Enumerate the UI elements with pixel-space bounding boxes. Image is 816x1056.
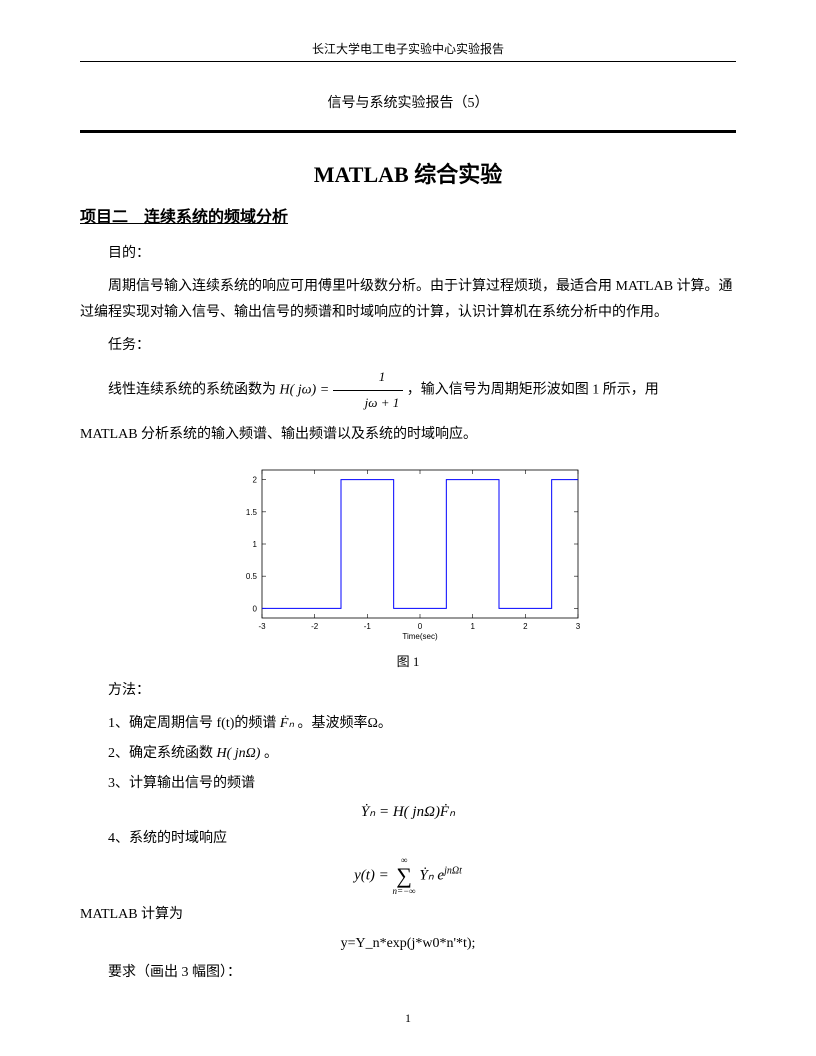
step1-post: 。基波频率Ω。 bbox=[298, 716, 392, 731]
divider bbox=[80, 130, 736, 133]
step1-pre: 1、确定周期信号 f(t)的频谱 bbox=[108, 716, 276, 731]
svg-text:-3: -3 bbox=[258, 622, 266, 631]
step-4: 4、系统的时域响应 bbox=[108, 826, 736, 851]
page-number: 1 bbox=[0, 1011, 816, 1026]
matlab-code: y=Y_n*exp(j*w0*n'*t); bbox=[80, 936, 736, 952]
eq4-exp: jnΩt bbox=[444, 865, 462, 876]
step-1: 1、确定周期信号 f(t)的频谱 Ḟₙ 。基波频率Ω。 bbox=[108, 711, 736, 736]
purpose-text: 周期信号输入连续系统的响应可用傅里叶级数分析。由于计算过程烦琐，最适合用 MAT… bbox=[80, 274, 736, 327]
sum-bot: n=−∞ bbox=[393, 887, 416, 896]
step-2: 2、确定系统函数 H( jnΩ) 。 bbox=[108, 741, 736, 766]
task-line2: MATLAB 分析系统的输入频谱、输出频谱以及系统的时域响应。 bbox=[80, 422, 736, 449]
task-label: 任务： bbox=[80, 333, 736, 360]
step-3: 3、计算输出信号的频谱 bbox=[108, 771, 736, 796]
equation-3: Ẏₙ = H( jnΩ)Ḟₙ bbox=[80, 802, 736, 821]
purpose-label: 目的： bbox=[80, 241, 736, 268]
task-post: ，输入信号为周期矩形波如图 1 所示，用 bbox=[407, 383, 659, 398]
svg-text:1.5: 1.5 bbox=[246, 508, 258, 517]
svg-text:1: 1 bbox=[470, 622, 475, 631]
svg-text:0: 0 bbox=[418, 622, 423, 631]
method-label: 方法： bbox=[80, 678, 736, 705]
svg-text:-2: -2 bbox=[311, 622, 319, 631]
svg-text:0.5: 0.5 bbox=[246, 573, 258, 582]
svg-text:-1: -1 bbox=[364, 622, 372, 631]
square-wave-chart: -3 -2 -1 0 1 2 3 0 0.5 1 1.5 2 Time(sec) bbox=[80, 462, 736, 647]
eq4-lhs: y(t) = bbox=[354, 867, 389, 883]
step2-post: 。 bbox=[264, 746, 278, 761]
main-title: MATLAB 综合实验 bbox=[80, 157, 736, 189]
matlab-label: MATLAB 计算为 bbox=[80, 902, 736, 929]
sum-symbol: ∞ ∑ n=−∞ bbox=[393, 856, 416, 896]
section-heading: 项目二 连续系统的频域分析 bbox=[80, 203, 736, 227]
svg-text:Time(sec): Time(sec) bbox=[402, 632, 438, 641]
transfer-fn-lhs: H( jω) = bbox=[280, 383, 330, 398]
sigma-icon: ∑ bbox=[393, 865, 416, 887]
svg-text:2: 2 bbox=[523, 622, 528, 631]
task-line1: 线性连续系统的系统函数为 H( jω) = 1 jω + 1 ，输入信号为周期矩… bbox=[80, 365, 736, 415]
svg-text:0: 0 bbox=[253, 605, 258, 614]
report-subtitle: 信号与系统实验报告（5） bbox=[80, 92, 736, 112]
frac-den: jω + 1 bbox=[333, 391, 404, 416]
svg-text:2: 2 bbox=[253, 476, 258, 485]
figure-caption: 图 1 bbox=[80, 651, 736, 670]
svg-text:1: 1 bbox=[253, 540, 258, 549]
transfer-fn-frac: 1 jω + 1 bbox=[333, 365, 404, 415]
svg-text:3: 3 bbox=[576, 622, 581, 631]
page-header: 长江大学电工电子实验中心实验报告 bbox=[80, 40, 736, 62]
step2-pre: 2、确定系统函数 bbox=[108, 746, 213, 761]
step2-formula: H( jnΩ) bbox=[217, 746, 261, 761]
task-pre: 线性连续系统的系统函数为 bbox=[108, 383, 276, 398]
eq4-term: Ẏₙ e bbox=[419, 867, 444, 883]
chart-svg: -3 -2 -1 0 1 2 3 0 0.5 1 1.5 2 Time(sec) bbox=[228, 462, 588, 642]
equation-4: y(t) = ∞ ∑ n=−∞ Ẏₙ ejnΩt bbox=[80, 856, 736, 896]
step1-formula: Ḟₙ bbox=[280, 716, 294, 731]
requirement-label: 要求（画出 3 幅图）： bbox=[80, 960, 736, 987]
frac-num: 1 bbox=[333, 365, 404, 391]
